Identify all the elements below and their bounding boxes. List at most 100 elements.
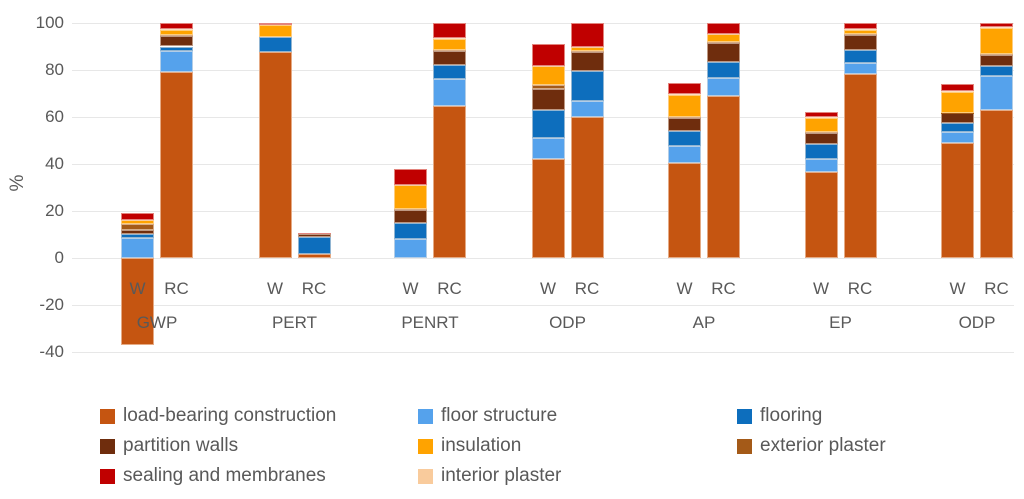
bar-segment <box>160 35 193 37</box>
bar-segment <box>941 91 974 113</box>
bar-segment <box>433 65 466 80</box>
bar-segment <box>843 33 877 35</box>
bar-segment <box>394 184 427 186</box>
bar-label-rc: RC <box>437 279 462 298</box>
bar-pert-w <box>258 23 292 258</box>
y-tick-label: 40 <box>45 154 64 173</box>
bar-segment <box>433 50 466 52</box>
legend-label: floor structure <box>441 405 558 426</box>
bar-segment <box>160 23 193 29</box>
bar-segment <box>297 254 331 258</box>
bar-segment <box>121 234 154 238</box>
legend-label: partition walls <box>123 435 239 456</box>
legend-label: sealing and membranes <box>123 465 326 486</box>
legend-item: floor structure <box>418 405 557 427</box>
bar-segment <box>160 28 193 30</box>
bar-segment <box>980 66 1013 76</box>
bar-segment <box>980 27 1013 54</box>
legend-item: interior plaster <box>418 465 561 487</box>
bar-segment <box>941 122 974 133</box>
bar-odp-rc <box>980 23 1013 258</box>
bar-segment <box>707 34 740 43</box>
bar-segment <box>843 73 877 258</box>
bar-segment <box>531 138 565 160</box>
bar-segment <box>980 75 1013 110</box>
bar-odp-rc <box>570 23 604 258</box>
bar-segment <box>570 46 604 48</box>
bar-segment <box>433 79 466 107</box>
bar-odp-w <box>531 44 565 258</box>
bar-gwp-rc <box>160 23 193 258</box>
bar-label-rc: RC <box>574 279 600 298</box>
bar-segment <box>531 85 565 89</box>
bar-segment <box>668 131 701 147</box>
bar-segment <box>121 229 154 235</box>
bar-segment <box>531 109 565 139</box>
legend-item: flooring <box>737 405 822 427</box>
bar-segment <box>804 111 838 118</box>
bar-segment <box>843 62 877 74</box>
bar-segment <box>804 117 838 119</box>
bar-segment <box>570 100 604 117</box>
bar-segment <box>941 113 974 123</box>
bar-segment <box>394 222 427 240</box>
bar-segment <box>570 51 604 72</box>
bar-segment <box>531 159 565 258</box>
bar-segment <box>570 23 604 47</box>
legend-swatch-icon <box>418 468 433 484</box>
bar-segment <box>707 95 740 258</box>
y-tick-label: -40 <box>39 342 64 361</box>
gridline <box>72 23 1014 24</box>
bar-label-w: W <box>129 279 146 298</box>
bar-odp-w <box>941 84 974 258</box>
gridline <box>72 352 1014 353</box>
group-label-odp: ODP <box>958 313 996 332</box>
legend-item: insulation <box>418 435 521 457</box>
bar-segment <box>570 71 604 101</box>
bar-label-w: W <box>402 279 419 298</box>
bar-segment <box>570 117 604 258</box>
bar-segment <box>941 112 974 114</box>
legend-item: load-bearing construction <box>100 405 336 427</box>
legend-swatch-icon <box>418 408 433 424</box>
bar-segment <box>980 54 1013 67</box>
bar-segment <box>160 29 193 36</box>
bar-segment <box>258 37 292 53</box>
bar-segment <box>843 29 877 34</box>
bar-segment <box>843 34 877 51</box>
bar-segment <box>941 142 974 258</box>
bar-label-rc: RC <box>847 279 873 298</box>
bar-segment <box>707 61 740 79</box>
bar-segment <box>707 42 740 43</box>
bar-segment <box>843 23 877 29</box>
bar-gwp-w <box>121 212 154 345</box>
bar-segment <box>804 132 838 134</box>
bar-segment <box>297 233 331 235</box>
bar-segment <box>394 209 427 223</box>
group-label-ap: AP <box>692 313 716 332</box>
y-tick-label: 100 <box>35 13 64 32</box>
bar-segment <box>394 239 427 258</box>
gridline <box>72 258 1014 259</box>
y-tick-label: -20 <box>39 295 64 314</box>
legend-label: load-bearing construction <box>123 405 337 426</box>
bar-ep-w <box>804 111 838 258</box>
bar-segment <box>941 84 974 92</box>
bar-segment <box>843 50 877 63</box>
legend-item: exterior plaster <box>737 435 886 457</box>
y-tick-label: 0 <box>54 248 64 267</box>
bar-segment <box>668 94 701 117</box>
legend-swatch-icon <box>418 438 433 454</box>
bar-segment <box>531 88 565 110</box>
legend-swatch-icon <box>100 408 115 424</box>
bar-pert-rc <box>297 233 331 258</box>
legend-item: sealing and membranes <box>100 465 326 487</box>
group-label-ep: EP <box>829 313 852 332</box>
bar-segment <box>394 168 427 185</box>
bar-segment <box>980 109 1013 258</box>
bar-segment <box>160 36 193 47</box>
bar-label-rc: RC <box>301 279 327 298</box>
bar-segment <box>121 212 154 220</box>
bar-segment <box>707 78 740 96</box>
